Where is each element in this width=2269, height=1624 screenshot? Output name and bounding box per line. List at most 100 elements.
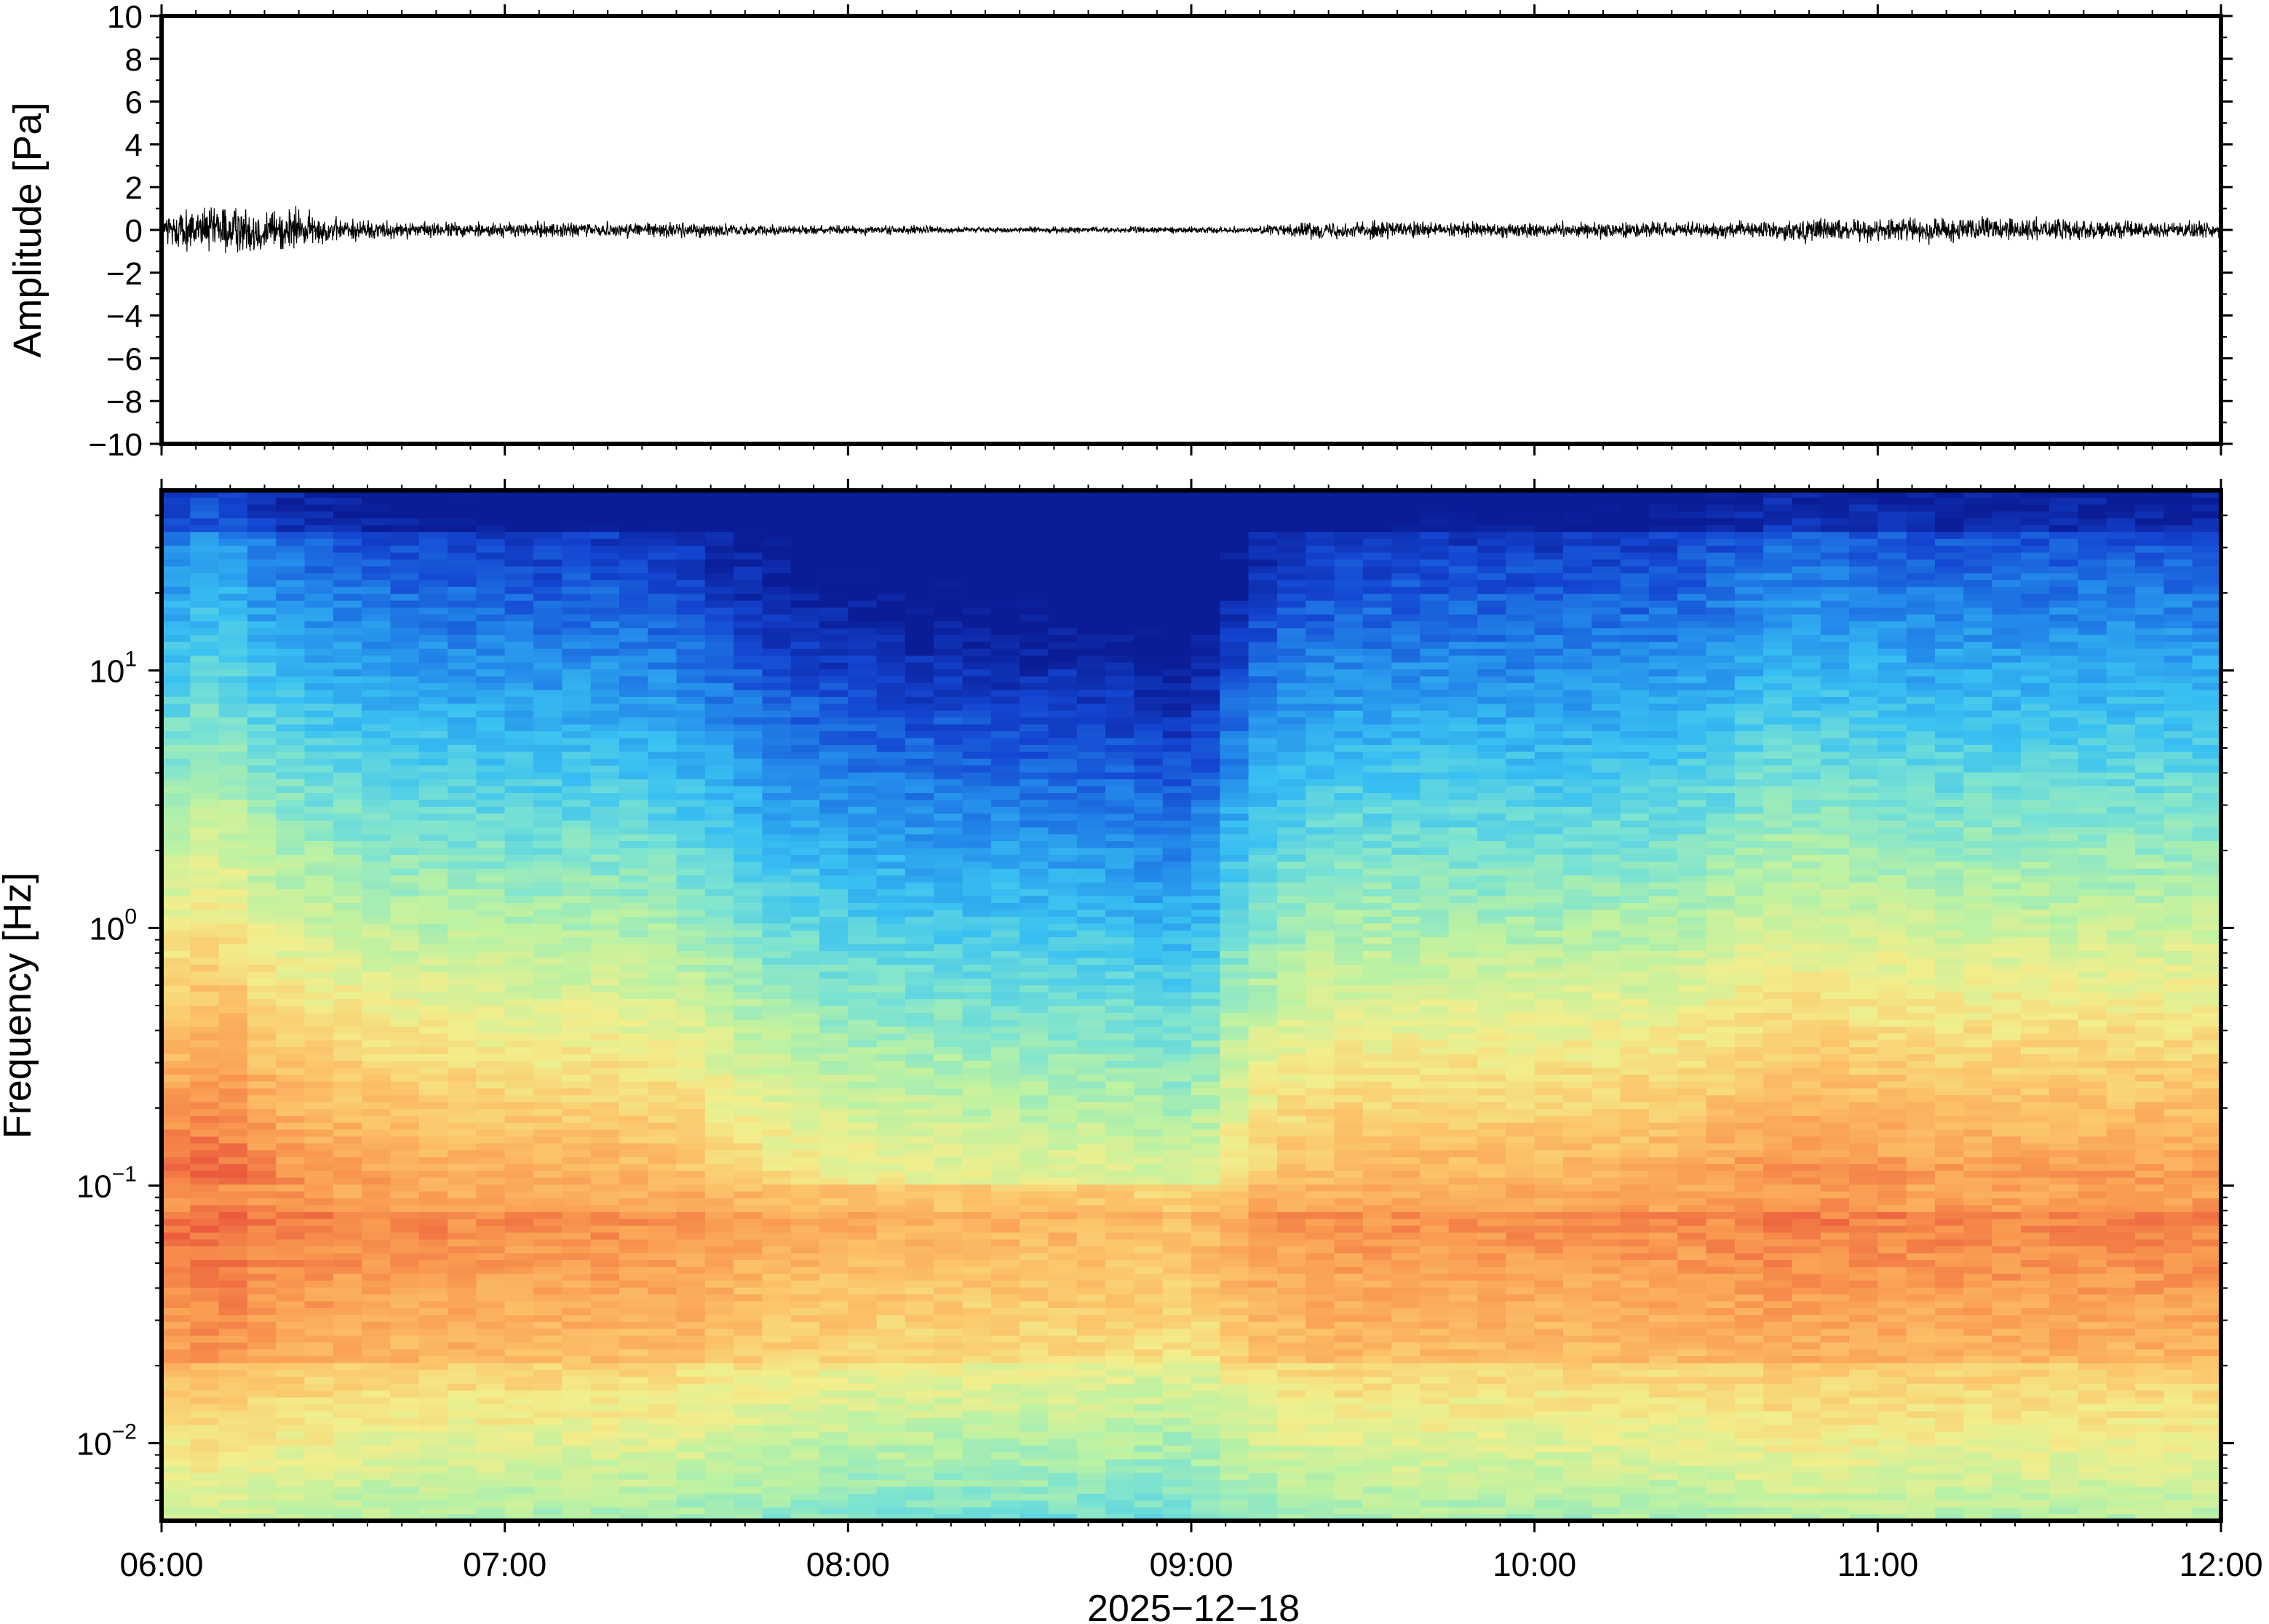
spectrogram-cell — [962, 902, 992, 910]
spectrogram-cell — [704, 552, 734, 560]
spectrogram-cell — [990, 813, 1020, 821]
spectrogram-cell — [648, 1369, 677, 1377]
spectrogram-cell — [162, 696, 191, 704]
spectrogram-cell — [962, 1383, 992, 1391]
spectrogram-cell — [476, 538, 506, 546]
spectrogram-cell — [734, 758, 763, 766]
spectrogram-cell — [619, 779, 648, 787]
spectrogram-cell — [218, 1287, 248, 1295]
spectrogram-cell — [162, 1328, 191, 1336]
spectrogram-cell — [619, 1129, 648, 1137]
spectrogram-cell — [1020, 758, 1049, 766]
spectrogram-cell — [562, 875, 592, 883]
spectrogram-cell — [848, 758, 878, 766]
spectrogram-cell — [362, 1500, 392, 1508]
spectrogram-cell — [304, 641, 334, 649]
spectrogram-cell — [504, 1170, 534, 1178]
spectrogram-cell — [905, 497, 934, 505]
spectrogram-cell — [533, 1080, 563, 1088]
spectrogram-cell — [819, 964, 849, 972]
spectrogram-cell — [276, 1122, 306, 1130]
spectrogram-cell — [962, 1397, 992, 1405]
spectrogram-cell — [934, 1486, 963, 1494]
spectrogram-cell — [1020, 1328, 1049, 1336]
spectrogram-cell — [247, 1150, 277, 1158]
spectrogram-cell — [590, 840, 620, 848]
spectrogram-cell — [333, 875, 362, 883]
spectrogram-cell — [848, 1102, 878, 1110]
spectrogram-cell — [390, 902, 420, 910]
spectrogram-cell — [704, 723, 734, 731]
spectrogram-cell — [905, 998, 934, 1006]
spectrogram-cell — [362, 545, 392, 553]
spectrogram-cell — [962, 565, 992, 573]
spectrogram-cell — [762, 497, 792, 505]
waveform-trace — [161, 206, 2222, 253]
spectrogram-cell — [562, 1012, 592, 1020]
spectrogram-cell — [418, 936, 448, 944]
spectrogram-cell — [562, 1238, 592, 1246]
spectrogram-cell — [390, 600, 420, 608]
spectrogram-cell — [934, 627, 963, 635]
spectrogram-cell — [990, 593, 1020, 601]
spectrogram-cell — [162, 1156, 191, 1164]
spectrogram-cell — [247, 675, 277, 683]
spectrogram-cell — [418, 662, 448, 670]
spectrogram-cell — [934, 1225, 963, 1233]
spectrogram-cell — [1020, 565, 1049, 573]
spectrogram-cell — [590, 613, 620, 621]
spectrogram-cell — [1048, 1080, 1078, 1088]
spectrogram-cell — [1076, 1417, 1106, 1425]
spectrogram-cell — [333, 1218, 362, 1226]
spectrogram-cell — [934, 1459, 963, 1467]
spectrogram-cell — [362, 957, 392, 965]
spectrogram-cell — [819, 1184, 849, 1192]
spectrogram-cell — [905, 1314, 934, 1322]
spectrogram-cell — [162, 1170, 191, 1178]
spectrogram-cell — [990, 902, 1020, 910]
spectrogram-cell — [418, 1507, 448, 1515]
spectrogram-cell — [533, 1479, 563, 1487]
spectrogram-cell — [476, 1452, 506, 1460]
spectrogram-cell — [1048, 820, 1078, 828]
spectrogram-cell — [648, 1486, 677, 1494]
spectrogram-cell — [276, 682, 306, 690]
spectrogram-cell — [734, 1054, 763, 1062]
spectrogram-cell — [1048, 984, 1078, 992]
spectrogram-cell — [562, 1459, 592, 1467]
spectrogram-cell — [848, 1328, 878, 1336]
spectrogram-cell — [790, 902, 820, 910]
spectrogram-cell — [905, 847, 934, 855]
spectrogram-cell — [562, 1163, 592, 1171]
spectrogram-cell — [533, 1040, 563, 1048]
spectrogram-cell — [218, 936, 248, 944]
spectrogram-cell — [362, 1198, 392, 1206]
spectrogram-cell — [390, 1362, 420, 1370]
spectrogram-cell — [619, 751, 648, 759]
spectrogram-cell — [704, 868, 734, 876]
spectrogram-cell — [848, 621, 878, 629]
spectrogram-cell — [734, 675, 763, 683]
spectrogram-cell — [704, 627, 734, 635]
spectrogram-cell — [162, 1115, 191, 1123]
spectrogram-cell — [848, 1170, 878, 1178]
spectrogram-cell — [905, 1088, 934, 1096]
spectrogram-cell — [619, 998, 648, 1006]
spectrogram-cell — [448, 1177, 477, 1185]
spectrogram-cell — [819, 1397, 849, 1405]
spectrogram-cell — [876, 1177, 906, 1185]
spectrogram-cell — [590, 531, 620, 539]
spectrogram-cell — [790, 573, 820, 581]
spectrogram-cell — [533, 765, 563, 773]
spectrogram-cell — [876, 1294, 906, 1302]
spectrogram-cell — [476, 950, 506, 958]
spectrogram-cell — [448, 675, 477, 683]
spectrogram-cell — [504, 923, 534, 931]
spectrogram-cell — [790, 827, 820, 835]
spectrogram-cell — [1020, 627, 1049, 635]
spectrogram-cell — [619, 641, 648, 649]
spectrogram-cell — [876, 648, 906, 656]
spectrogram-cell — [934, 792, 963, 800]
spectrogram-cell — [418, 820, 448, 828]
spectrogram-cell — [218, 813, 248, 821]
